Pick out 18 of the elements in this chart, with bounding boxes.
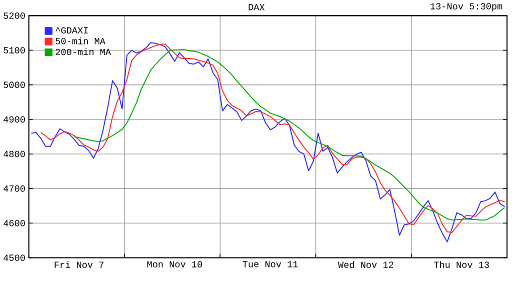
x-tick-label: Fri Nov 7 (54, 261, 104, 268)
chart-title: DAX (248, 4, 265, 10)
x-tick-label: Mon Nov 10 (147, 261, 202, 268)
y-tick-label: 5200 (4, 12, 25, 19)
y-tick-label: 4700 (4, 186, 25, 192)
y-tick-label: 5000 (4, 82, 25, 88)
legend-label: 200-min MA (56, 48, 111, 56)
y-tick-label: 4600 (4, 220, 25, 226)
y-tick-label: 5100 (4, 47, 25, 54)
y-tick-label: 4900 (4, 116, 25, 123)
legend-label: 50-min MA (56, 38, 106, 44)
x-tick-label: Tue Nov 11 (242, 261, 298, 268)
x-tick-label: Thu Nov 13 (434, 261, 489, 268)
legend-label: ^GDAXI (56, 27, 88, 34)
y-tick-label: 4500 (4, 254, 25, 262)
x-tick-label: Wed Nov 12 (338, 261, 394, 268)
chart-subtitle: 13-Nov 5:30pm (430, 3, 502, 12)
y-tick-label: 4800 (4, 151, 25, 158)
